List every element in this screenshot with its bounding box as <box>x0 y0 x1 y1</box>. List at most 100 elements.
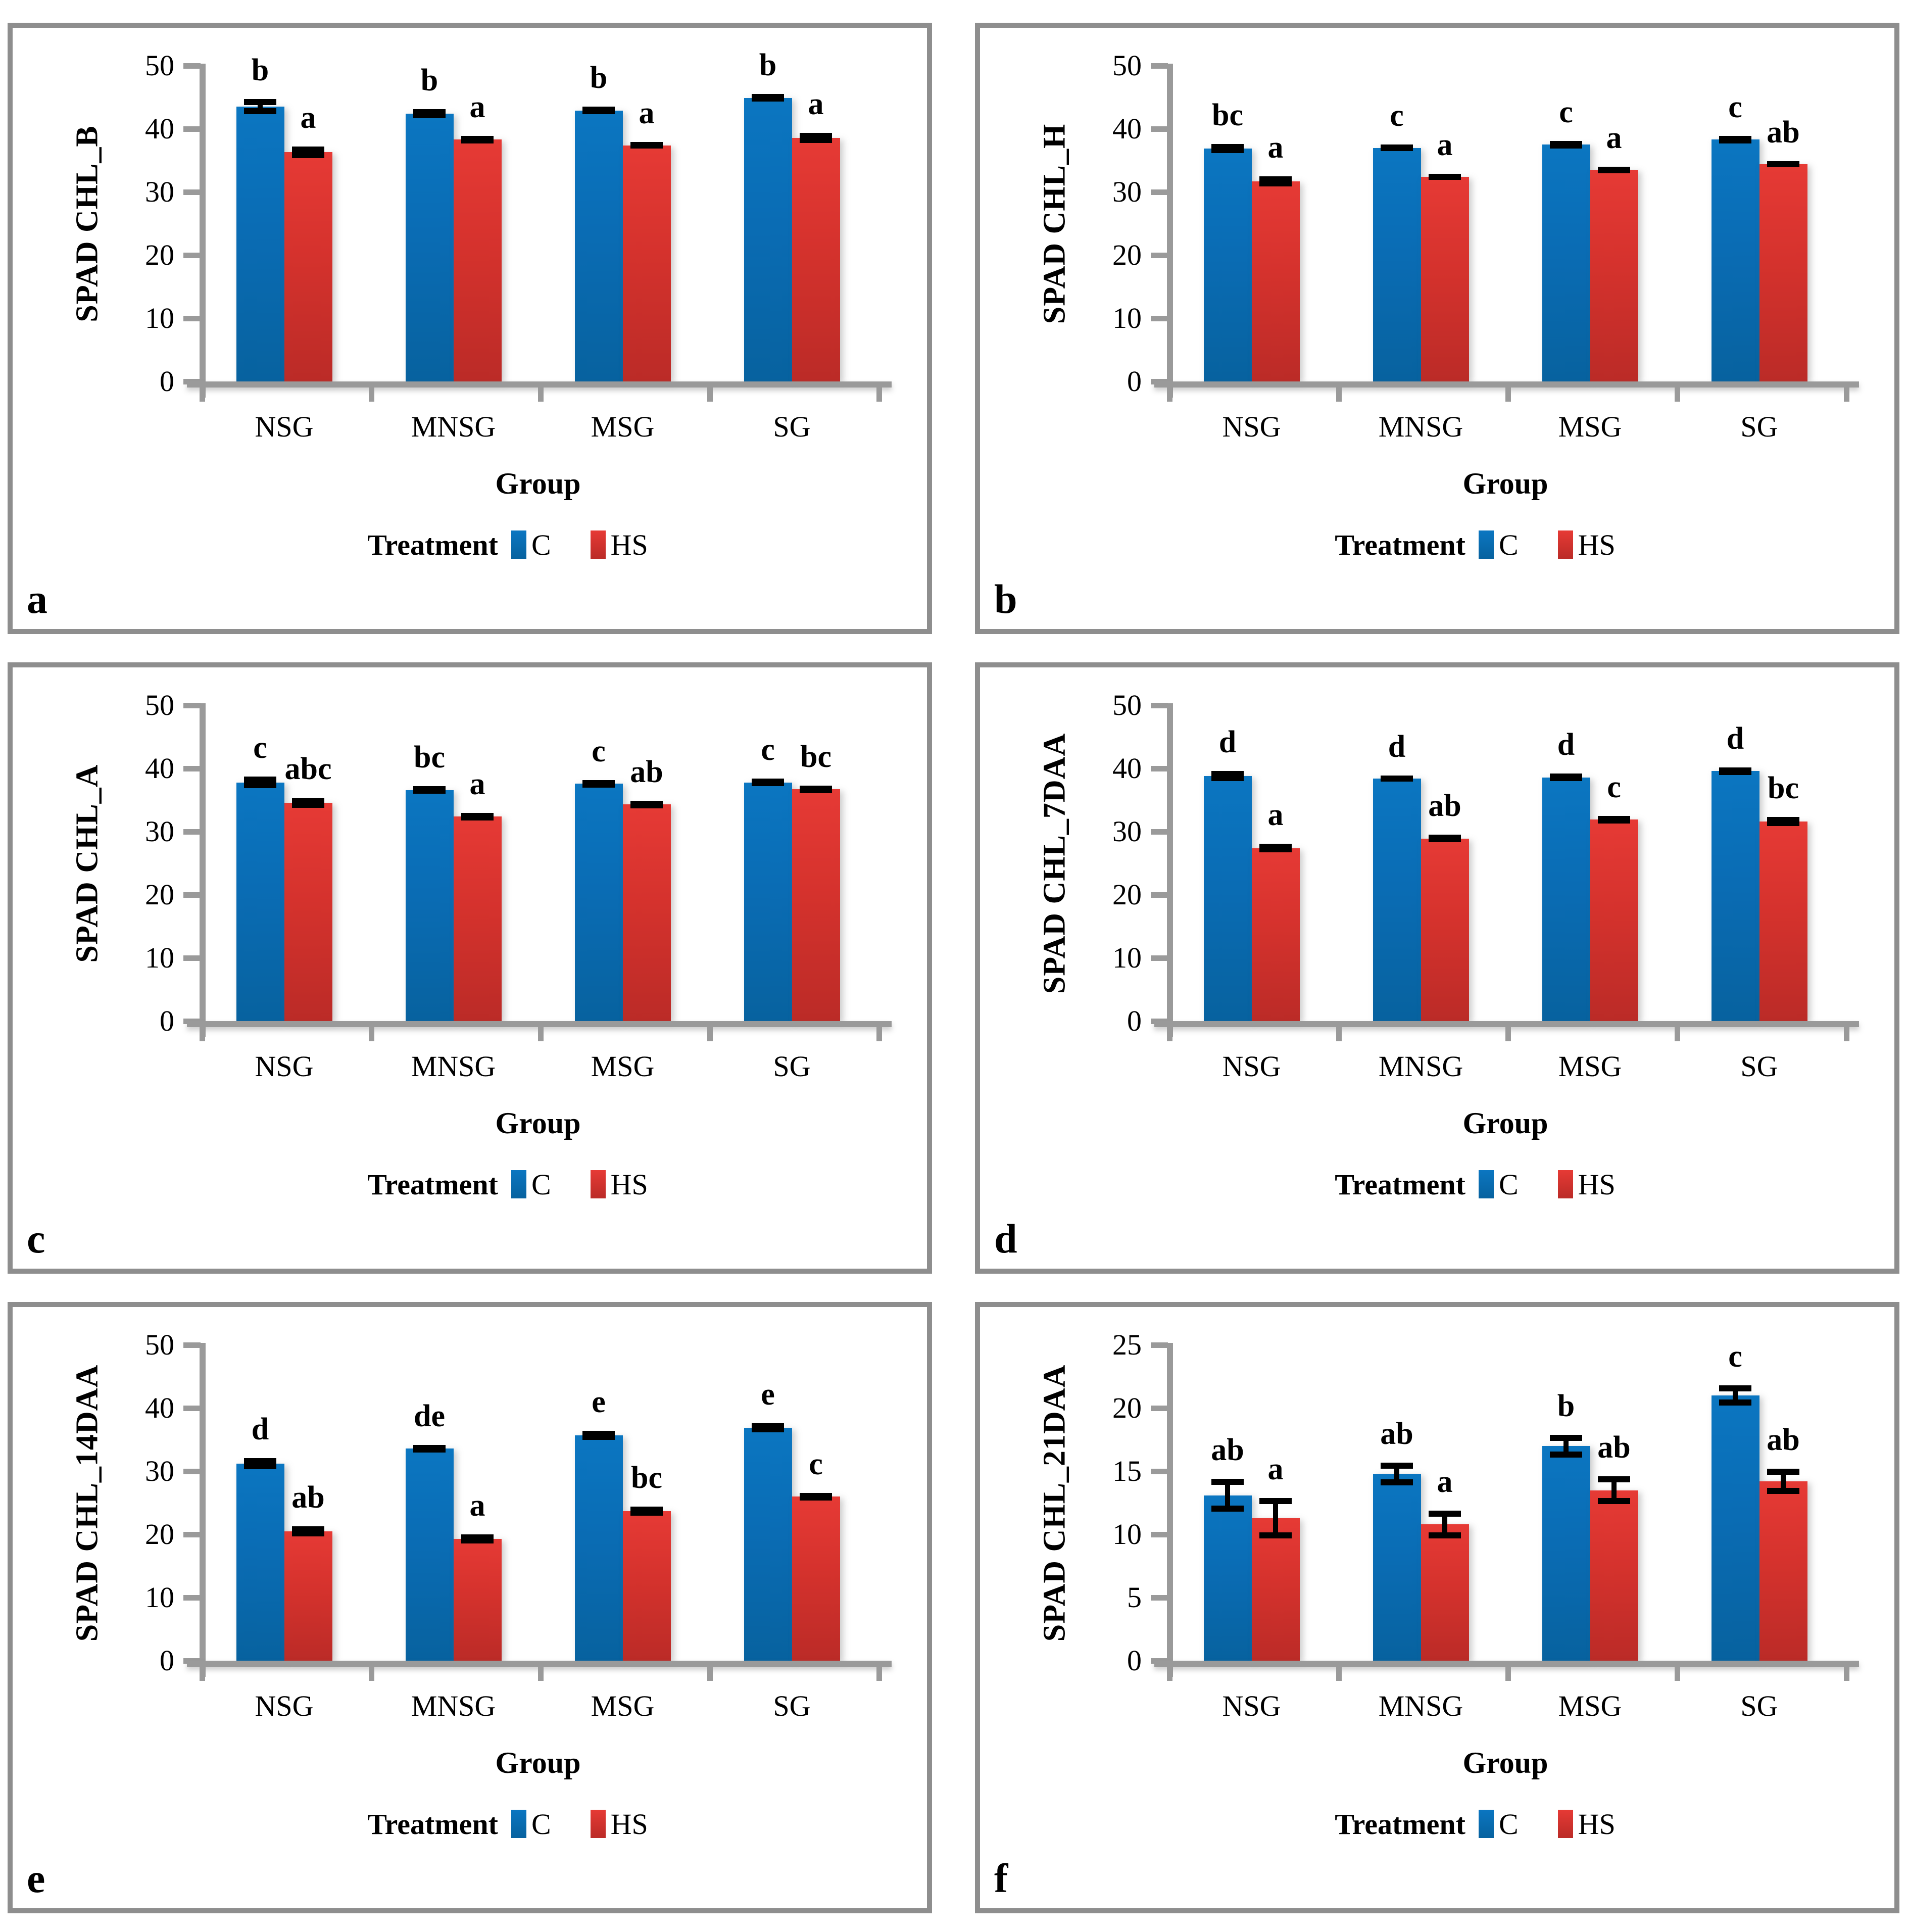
y-tick-label: 50 <box>145 49 174 82</box>
bar-C-SG <box>1711 1395 1759 1661</box>
bar-C-SG <box>744 1427 792 1661</box>
x-tick-mark <box>200 388 205 402</box>
panel-letter-c: c <box>27 1216 45 1262</box>
y-axis-title: SPAD CHL_A <box>70 764 105 962</box>
error-bar <box>413 109 446 118</box>
error-bar-bottom-cap <box>1429 1532 1461 1538</box>
bar-C-MNSG <box>405 1448 454 1661</box>
bar-C-MNSG <box>1373 1474 1421 1661</box>
significance-letter: a <box>469 1488 485 1523</box>
y-tick-mark <box>183 316 201 321</box>
bar-HS-MNSG <box>453 816 502 1021</box>
bar-HS-MSG <box>622 1511 671 1661</box>
error-bar-line <box>1733 1385 1738 1406</box>
significance-letter: a <box>1267 797 1284 832</box>
y-tick-label: 15 <box>1112 1455 1142 1487</box>
significance-letter: a <box>300 101 316 135</box>
significance-letter: a <box>1437 127 1453 162</box>
error-bar-bottom-cap <box>1211 147 1244 153</box>
y-tick-label: 40 <box>1112 112 1142 145</box>
error-bar <box>1429 173 1461 180</box>
x-tick-label-SG: SG <box>1740 1050 1778 1083</box>
x-tick-mark <box>1675 1027 1680 1041</box>
significance-letter: bc <box>1768 771 1799 806</box>
y-tick-mark <box>183 829 201 835</box>
legend-label-hs: HS <box>610 1168 648 1201</box>
y-tick-label: 0 <box>1127 365 1142 398</box>
error-bar-line <box>1273 1498 1278 1538</box>
y-tick-mark <box>183 703 201 708</box>
error-bar-bottom-cap <box>413 1446 446 1453</box>
x-tick-mark <box>876 388 882 402</box>
significance-letter: c <box>1559 94 1573 129</box>
bar-C-MNSG <box>405 114 454 381</box>
error-bar-bottom-cap <box>461 814 494 820</box>
bar-HS-NSG <box>284 802 332 1021</box>
bar-HS-SG <box>1759 822 1807 1021</box>
error-bar-bottom-cap <box>1767 1488 1799 1494</box>
error-bar <box>1259 1498 1292 1538</box>
significance-letter: c <box>1728 89 1742 124</box>
x-tick-mark <box>1167 1667 1172 1681</box>
error-bar <box>1381 144 1413 151</box>
x-axis-title: Group <box>1462 1746 1548 1779</box>
y-tick-label: 40 <box>145 1391 174 1424</box>
bar-C-NSG <box>1203 776 1252 1021</box>
significance-letter: ab <box>1211 1433 1244 1467</box>
y-tick-mark <box>183 892 201 898</box>
bar-HS-NSG <box>284 1531 332 1661</box>
x-tick-mark <box>538 1667 544 1681</box>
error-bar-bottom-cap <box>1550 142 1582 149</box>
significance-letter: b <box>759 48 777 83</box>
significance-letter: a <box>469 89 485 124</box>
error-bar <box>1211 144 1244 153</box>
error-bar <box>1550 1434 1582 1458</box>
error-bar <box>413 1444 446 1453</box>
panel-f: SPAD CHL_21DAA 0 5 10 15 20 25 ab ab b c a a ab ab NSG M… <box>975 1302 1899 1913</box>
x-tick-mark <box>1336 388 1342 402</box>
error-bar <box>1598 167 1630 173</box>
significance-letter: a <box>639 96 655 131</box>
error-bar-bottom-cap <box>244 782 276 788</box>
error-bar <box>1381 775 1413 782</box>
x-tick-mark <box>1844 1027 1849 1041</box>
error-bar <box>244 1458 276 1470</box>
x-tick-label-MSG: MSG <box>1558 410 1622 443</box>
error-bar-bottom-cap <box>1259 180 1292 186</box>
x-tick-mark <box>1336 1027 1342 1041</box>
x-tick-label-MSG: MSG <box>591 410 655 443</box>
y-tick-label: 25 <box>1112 1328 1142 1361</box>
significance-letter: a <box>1606 121 1622 155</box>
treatment-legend: Treatment C HS <box>1137 1167 1814 1202</box>
error-bar-bottom-cap <box>1381 144 1413 151</box>
y-tick-label: 10 <box>1112 1518 1142 1551</box>
y-tick-mark <box>183 1469 201 1474</box>
y-tick-mark <box>1151 829 1168 835</box>
bar-C-MSG <box>574 1435 623 1661</box>
y-tick-mark <box>183 1342 201 1348</box>
error-bar-bottom-cap <box>413 788 446 794</box>
y-tick-label: 20 <box>145 878 174 911</box>
bar-C-MNSG <box>405 790 454 1021</box>
x-tick-label-SG: SG <box>1740 1689 1778 1722</box>
error-bar-bottom-cap <box>1259 1532 1292 1538</box>
treatment-legend: Treatment C HS <box>1137 527 1814 562</box>
bar-HS-MNSG <box>453 1538 502 1661</box>
y-axis <box>200 64 206 398</box>
y-tick-mark <box>183 1595 201 1601</box>
error-bar-bottom-cap <box>630 802 663 808</box>
y-tick-label: 10 <box>145 302 174 334</box>
y-tick-label: 5 <box>1127 1581 1142 1614</box>
x-tick-mark <box>707 388 713 402</box>
x-axis-title: Group <box>1462 467 1548 500</box>
y-axis <box>200 1343 206 1677</box>
error-bar-line <box>1394 1462 1399 1485</box>
significance-letter: bc <box>800 739 832 774</box>
error-bar-bottom-cap <box>461 137 494 143</box>
x-axis <box>1154 1021 1859 1027</box>
legend-swatch-c-icon <box>511 1170 526 1198</box>
error-bar <box>582 107 615 115</box>
y-tick-label: 20 <box>1112 878 1142 911</box>
x-tick-mark <box>1675 388 1680 402</box>
error-bar <box>1259 843 1292 853</box>
